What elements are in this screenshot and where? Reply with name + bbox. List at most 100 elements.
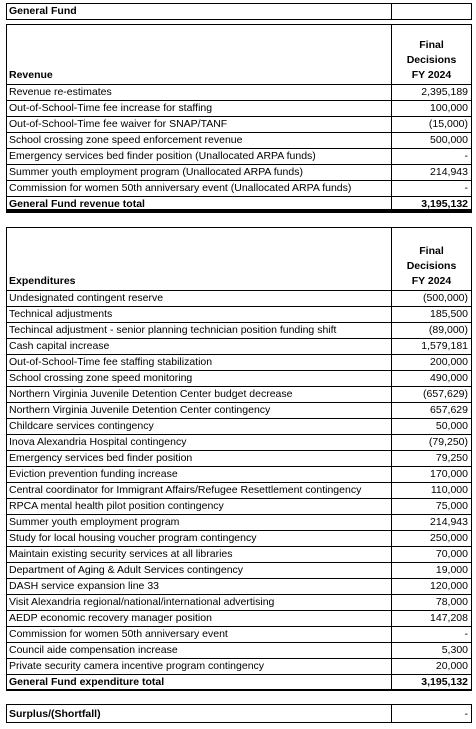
expenditure-item-label: Department of Aging & Adult Services con… [6, 563, 391, 579]
revenue-item-label: Emergency services bed finder position (… [6, 149, 391, 165]
expenditure-item-label: School crossing zone speed monitoring [6, 371, 391, 387]
revenue-item-value: 500,000 [391, 133, 472, 149]
expenditure-row: Undesignated contingent reserve (500,000) [6, 291, 472, 307]
expenditure-row: Northern Virginia Juvenile Detention Cen… [6, 387, 472, 403]
title-value-cell [391, 4, 472, 20]
revenue-total-value: 3,195,132 [391, 197, 472, 211]
expenditure-item-value: 200,000 [391, 355, 472, 371]
expenditure-item-label: Techincal adjustment - senior planning t… [6, 323, 391, 339]
expenditure-total-value: 3,195,132 [391, 675, 472, 691]
expenditure-row: Study for local housing voucher program … [6, 531, 472, 547]
expenditure-row: Inova Alexandria Hospital contingency (79… [6, 435, 472, 451]
expenditure-row: Eviction prevention funding increase 170,… [6, 467, 472, 483]
expenditure-item-label: Northern Virginia Juvenile Detention Cen… [6, 387, 391, 403]
revenue-rows: Revenue re-estimates 2,395,189 Out-of-Scho… [6, 85, 472, 197]
revenue-header-row: Revenue Final Decisions FY 2024 [6, 24, 472, 85]
expenditure-item-label: Private security camera incentive progra… [6, 659, 391, 675]
revenue-item-label: Summer youth employment program (Unalloc… [6, 165, 391, 181]
expenditure-row: Techincal adjustment - senior planning t… [6, 323, 472, 339]
revenue-item-label: Out-of-School-Time fee waiver for SNAP/T… [6, 117, 391, 133]
revenue-item-value: 2,395,189 [391, 85, 472, 101]
expenditure-row: Northern Virginia Juvenile Detention Cen… [6, 403, 472, 419]
expenditure-item-value: 120,000 [391, 579, 472, 595]
expenditure-item-value: 20,000 [391, 659, 472, 675]
expenditure-item-value: (657,629) [391, 387, 472, 403]
revenue-item-value: 100,000 [391, 101, 472, 117]
expenditure-item-label: Emergency services bed finder position [6, 451, 391, 467]
revenue-row: Summer youth employment program (Unalloc… [6, 165, 472, 181]
column-header-line-2: Decisions [406, 260, 457, 272]
expenditure-row: Out-of-School-Time fee staffing stabiliz… [6, 355, 472, 371]
revenue-item-value: - [391, 149, 472, 165]
expenditure-item-label: Visit Alexandria regional/national/inter… [6, 595, 391, 611]
expenditure-item-label: Out-of-School-Time fee staffing stabiliz… [6, 355, 391, 371]
page-title: General Fund [6, 4, 391, 20]
revenue-item-value: (15,000) [391, 117, 472, 133]
revenue-row: Emergency services bed finder position (… [6, 149, 472, 165]
expenditure-item-label: AEDP economic recovery manager position [6, 611, 391, 627]
expenditure-item-value: 75,000 [391, 499, 472, 515]
expenditure-row: Visit Alexandria regional/national/inter… [6, 595, 472, 611]
expenditure-item-label: Study for local housing voucher program … [6, 531, 391, 547]
expenditure-item-label: Commission for women 50th anniversary ev… [6, 627, 391, 643]
revenue-row: School crossing zone speed enforcement r… [6, 133, 472, 149]
revenue-row: Commission for women 50th anniversary ev… [6, 181, 472, 197]
expenditure-row: Private security camera incentive progra… [6, 659, 472, 675]
revenue-item-value: 214,943 [391, 165, 472, 181]
expenditure-row: RPCA mental health pilot position contin… [6, 499, 472, 515]
expenditure-rows: Undesignated contingent reserve (500,000)… [6, 291, 472, 675]
expenditure-item-label: Maintain existing security services at a… [6, 547, 391, 563]
expenditure-row: AEDP economic recovery manager position 1… [6, 611, 472, 627]
expenditure-item-value: 657,629 [391, 403, 472, 419]
expenditure-item-value: 79,250 [391, 451, 472, 467]
expenditures-column-header: Final Decisions FY 2024 [391, 228, 472, 291]
expenditure-item-label: Inova Alexandria Hospital contingency [6, 435, 391, 451]
expenditure-row: Technical adjustments 185,500 [6, 307, 472, 323]
revenue-column-header: Final Decisions FY 2024 [391, 25, 472, 85]
revenue-total-row: General Fund revenue total 3,195,132 [6, 197, 472, 213]
revenue-table: Revenue Final Decisions FY 2024 Revenue … [6, 24, 472, 213]
expenditure-item-value: 19,000 [391, 563, 472, 579]
expenditures-header-row: Expenditures Final Decisions FY 2024 [6, 227, 472, 291]
revenue-item-label: Commission for women 50th anniversary ev… [6, 181, 391, 197]
expenditure-item-label: Eviction prevention funding increase [6, 467, 391, 483]
expenditure-item-label: Central coordinator for Immigrant Affair… [6, 483, 391, 499]
expenditure-item-label: RPCA mental health pilot position contin… [6, 499, 391, 515]
column-header-line-1: Final [419, 39, 444, 51]
expenditure-row: Summer youth employment program 214,943 [6, 515, 472, 531]
revenue-row: Revenue re-estimates 2,395,189 [6, 85, 472, 101]
expenditure-item-label: DASH service expansion line 33 [6, 579, 391, 595]
column-header-line-2: Decisions [406, 54, 457, 66]
expenditure-item-label: Summer youth employment program [6, 515, 391, 531]
revenue-total-label: General Fund revenue total [6, 197, 391, 211]
expenditure-item-value: 250,000 [391, 531, 472, 547]
expenditure-item-label: Childcare services contingency [6, 419, 391, 435]
expenditure-item-value: (500,000) [391, 291, 472, 307]
expenditure-row: Maintain existing security services at a… [6, 547, 472, 563]
expenditure-item-value: (89,000) [391, 323, 472, 339]
expenditure-total-label: General Fund expenditure total [6, 675, 391, 691]
expenditure-item-value: 78,000 [391, 595, 472, 611]
surplus-table: Surplus/(Shortfall) - [6, 704, 472, 723]
revenue-item-label: Out-of-School-Time fee increase for staf… [6, 101, 391, 117]
expenditure-row: Childcare services contingency 50,000 [6, 419, 472, 435]
expenditure-row: Council aide compensation increase 5,300 [6, 643, 472, 659]
expenditure-row: Department of Aging & Adult Services con… [6, 563, 472, 579]
expenditure-item-value: 5,300 [391, 643, 472, 659]
expenditure-row: DASH service expansion line 33 120,000 [6, 579, 472, 595]
expenditure-item-label: Northern Virginia Juvenile Detention Cen… [6, 403, 391, 419]
expenditure-item-label: Council aide compensation increase [6, 643, 391, 659]
expenditures-section-label: Expenditures [6, 228, 391, 291]
column-header-line-1: Final [419, 245, 444, 257]
revenue-item-label: Revenue re-estimates [6, 85, 391, 101]
expenditure-item-label: Cash capital increase [6, 339, 391, 355]
expenditure-item-value: 1,579,181 [391, 339, 472, 355]
surplus-row: Surplus/(Shortfall) - [6, 704, 472, 723]
expenditure-item-value: 185,500 [391, 307, 472, 323]
expenditure-item-label: Undesignated contingent reserve [6, 291, 391, 307]
revenue-item-value: - [391, 181, 472, 197]
expenditure-item-value: (79,250) [391, 435, 472, 451]
expenditure-row: Central coordinator for Immigrant Affair… [6, 483, 472, 499]
general-fund-title-table: General Fund [6, 3, 472, 20]
surplus-label: Surplus/(Shortfall) [6, 705, 391, 723]
